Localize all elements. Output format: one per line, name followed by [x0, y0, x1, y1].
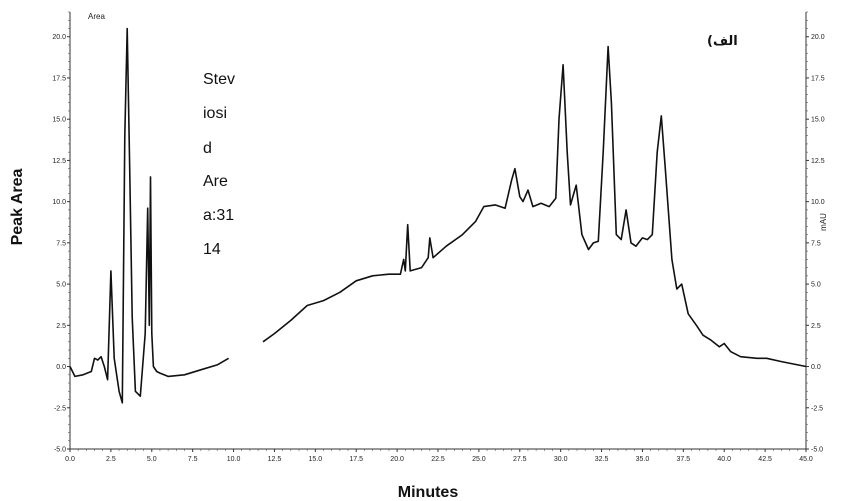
y2-tick-label: -2.5: [811, 405, 823, 412]
y2-tick-label: 15.0: [811, 117, 825, 124]
y2-axis-title: mAU: [819, 213, 828, 231]
x-tick-label: 37.5: [677, 456, 691, 463]
x-tick-label: 20.0: [390, 456, 404, 463]
series-label: Area: [88, 12, 105, 21]
y2-tick-label: 0.0: [811, 364, 821, 371]
y-tick-label: 5.0: [56, 282, 66, 289]
y2-tick-label: 2.5: [811, 323, 821, 330]
y2-tick-label: 17.5: [811, 75, 825, 82]
x-tick-label: 32.5: [595, 456, 609, 463]
y-tick-label: 10.0: [52, 199, 66, 206]
x-tick-label: 45.0: [799, 456, 813, 463]
y2-tick-label: 7.5: [811, 240, 821, 247]
ticks-group: -5.0 -5.0 -2.5 -2.5 0.0 0.0 2.5 2.5 5.0 5.0 7.5 7.5…: [52, 11, 825, 463]
y-tick-label: 15.0: [52, 117, 66, 124]
y2-tick-label: 10.0: [811, 199, 825, 206]
trace-group: [69, 27, 807, 404]
panel-label: الف): [707, 34, 738, 49]
annotation-line: d: [203, 140, 212, 157]
x-tick-label: 15.0: [309, 456, 323, 463]
x-tick-label: 2.5: [106, 456, 116, 463]
y-tick-label: 20.0: [52, 34, 66, 41]
annotation-line: 14: [203, 241, 221, 258]
annotation-line: Stev: [203, 71, 236, 88]
y-tick-label: 12.5: [52, 158, 66, 165]
chromatogram-trace: [69, 27, 230, 404]
y2-tick-label: 5.0: [811, 282, 821, 289]
y-tick-label: 7.5: [56, 240, 66, 247]
annotation-line: a:31: [203, 207, 235, 224]
x-tick-label: 40.0: [717, 456, 731, 463]
x-tick-label: 12.5: [268, 456, 282, 463]
x-tick-label: 17.5: [349, 456, 363, 463]
x-tick-label: 35.0: [636, 456, 650, 463]
y2-tick-label: 20.0: [811, 34, 825, 41]
annotation-line: Are: [203, 173, 228, 190]
y-axis-title: Peak Area: [9, 169, 26, 246]
x-tick-label: 5.0: [147, 456, 157, 463]
x-tick-label: 30.0: [554, 456, 568, 463]
annotation-line: iosi: [203, 105, 228, 122]
y-tick-label: -2.5: [54, 405, 66, 412]
y-tick-label: -5.0: [54, 447, 66, 454]
x-tick-label: 25.0: [472, 456, 486, 463]
y-tick-label: 0.0: [56, 364, 66, 371]
y2-tick-label: 12.5: [811, 158, 825, 165]
y2-tick-label: -5.0: [811, 447, 823, 454]
x-tick-label: 42.5: [758, 456, 772, 463]
y-tick-label: 17.5: [52, 75, 66, 82]
x-tick-label: 22.5: [431, 456, 445, 463]
y-tick-label: 2.5: [56, 323, 66, 330]
x-axis-title: Minutes: [398, 484, 459, 501]
x-tick-label: 27.5: [513, 456, 527, 463]
x-tick-label: 0.0: [65, 456, 75, 463]
x-tick-label: 10.0: [227, 456, 241, 463]
chromatogram-trace: [262, 45, 807, 368]
x-tick-label: 7.5: [188, 456, 198, 463]
